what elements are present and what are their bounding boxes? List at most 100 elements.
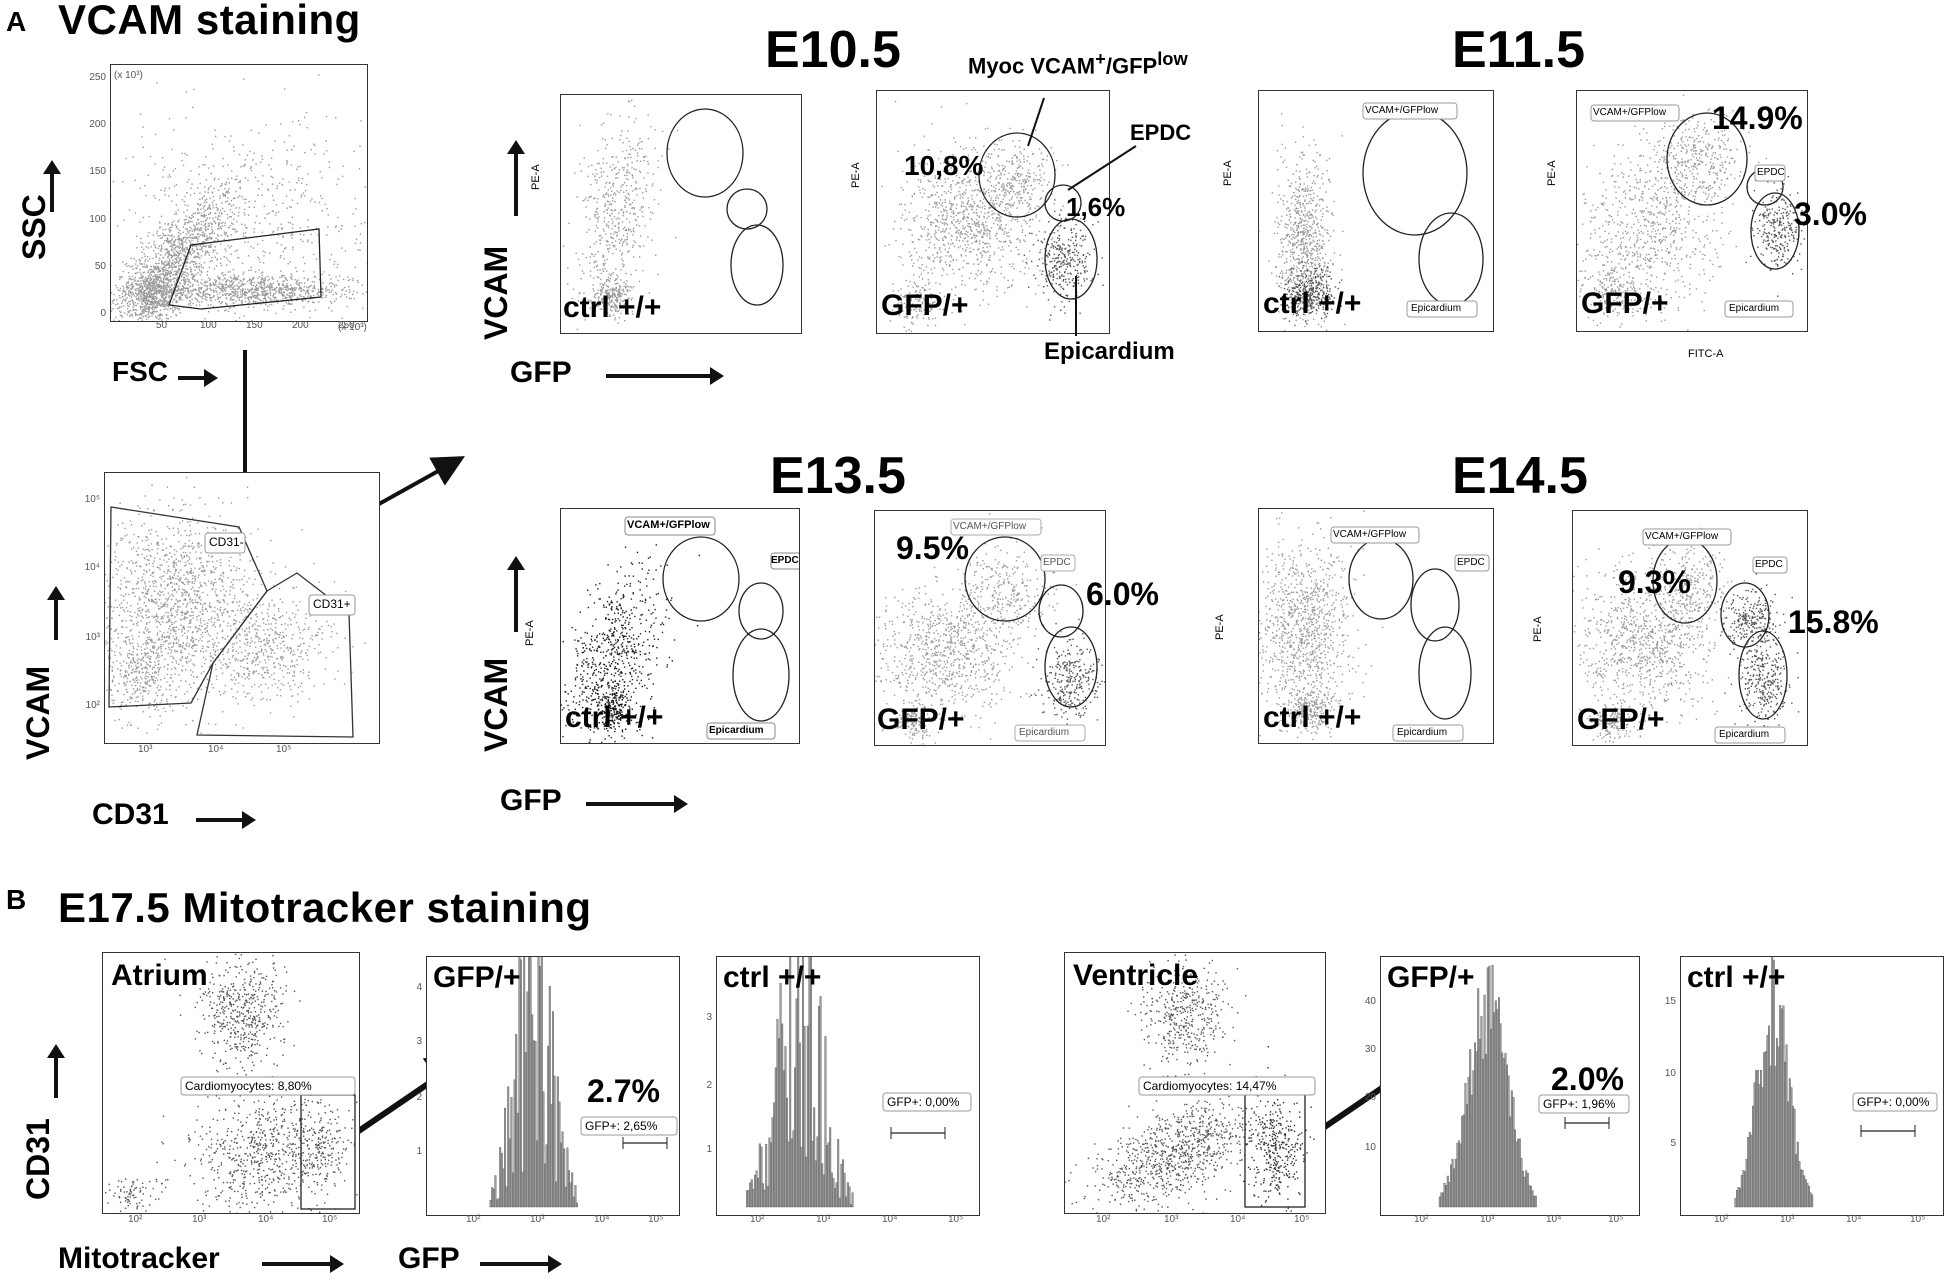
event-dot (165, 267, 167, 270)
event-dot (349, 297, 351, 300)
event-dot (171, 248, 173, 250)
event-dot (311, 198, 313, 200)
event-dot (201, 585, 203, 588)
event-dot (202, 569, 204, 572)
event-dot (170, 235, 173, 237)
event-dot (176, 245, 178, 247)
event-dot (137, 603, 139, 605)
event-dot (172, 577, 174, 580)
event-dot (172, 527, 174, 529)
event-dot (138, 271, 141, 273)
event-dot (205, 289, 207, 291)
event-dot (187, 626, 190, 628)
event-dot (147, 642, 149, 644)
event-dot (268, 278, 270, 280)
event-dot (157, 275, 160, 278)
event-dot (283, 286, 286, 288)
event-dot (134, 302, 136, 304)
event-dot (210, 222, 212, 224)
event-dot (179, 560, 182, 563)
event-dot (194, 650, 196, 652)
event-dot (107, 625, 109, 627)
event-dot (165, 286, 167, 289)
event-dot (200, 214, 202, 217)
event-dot (196, 239, 199, 241)
event-dot (178, 245, 180, 247)
event-dot (266, 643, 268, 645)
event-dot (140, 290, 143, 292)
event-dot (202, 164, 204, 166)
event-dot (258, 282, 260, 285)
event-dot (137, 296, 140, 298)
event-dot (212, 204, 214, 206)
event-dot (145, 563, 147, 565)
event-dot (222, 274, 225, 277)
event-dot (264, 286, 266, 288)
event-dot (269, 252, 271, 254)
event-dot (305, 613, 307, 615)
event-dot (134, 309, 136, 311)
event-dot (203, 284, 205, 286)
event-dot (235, 569, 237, 572)
event-dot (233, 579, 235, 581)
event-dot (227, 245, 229, 247)
event-dot (171, 292, 173, 294)
event-dot (208, 217, 211, 219)
event-dot (139, 262, 141, 265)
event-dot (360, 223, 363, 225)
event-dot (121, 292, 123, 295)
ytick: 150 (89, 166, 106, 177)
event-dot (186, 645, 188, 647)
event-dot (190, 686, 192, 689)
event-dot (157, 235, 159, 237)
event-dot (262, 697, 264, 700)
event-dot (154, 300, 156, 302)
event-dot (205, 250, 207, 252)
event-dot (197, 576, 200, 579)
event-dot (201, 565, 203, 567)
event-dot (221, 285, 223, 288)
event-dot (150, 574, 152, 576)
event-dot (169, 291, 171, 294)
event-dot (163, 636, 166, 638)
event-dot (206, 678, 208, 680)
event-dot (219, 195, 221, 197)
event-dot (186, 707, 188, 709)
event-dot (179, 283, 182, 285)
event-dot (293, 716, 295, 718)
event-dot (174, 284, 176, 286)
event-dot (291, 227, 294, 229)
event-dot (129, 696, 131, 698)
event-dot (139, 290, 141, 292)
event-dot (135, 314, 137, 316)
event-dot (269, 676, 271, 678)
event-dot (190, 659, 192, 661)
event-dot (192, 302, 194, 305)
event-dot (221, 225, 224, 227)
event-dot (199, 611, 201, 613)
event-dot (179, 522, 181, 524)
event-dot (172, 262, 174, 264)
event-dot (218, 286, 220, 288)
event-dot (148, 616, 150, 618)
event-dot (135, 298, 138, 300)
event-dot (150, 638, 153, 640)
event-dot (180, 644, 182, 647)
event-dot (175, 558, 177, 560)
event-dot (177, 236, 179, 238)
event-dot (215, 678, 218, 681)
event-dot (224, 608, 226, 610)
event-dot (172, 628, 174, 630)
event-dot (160, 304, 162, 306)
event-dot (211, 571, 213, 573)
event-dot (159, 249, 162, 251)
event-dot (204, 503, 206, 505)
event-dot (283, 295, 285, 297)
event-dot (188, 534, 191, 537)
event-dot (289, 205, 291, 208)
event-dot (222, 157, 224, 160)
event-dot (200, 282, 202, 284)
event-dot (145, 614, 147, 616)
event-dot (155, 282, 157, 284)
event-dot (280, 657, 282, 659)
